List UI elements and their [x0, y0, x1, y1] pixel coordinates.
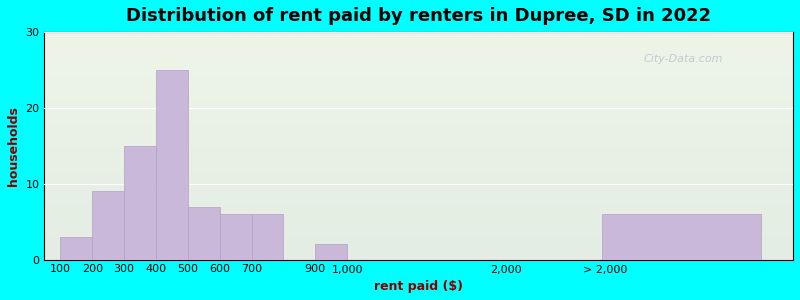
Bar [156, 70, 188, 260]
Bar [220, 214, 251, 260]
Bar [315, 244, 347, 260]
Text: City-Data.com: City-Data.com [643, 54, 723, 64]
Bar [92, 191, 124, 260]
Bar [61, 237, 92, 260]
Y-axis label: households: households [7, 106, 20, 186]
X-axis label: rent paid ($): rent paid ($) [374, 280, 463, 293]
Title: Distribution of rent paid by renters in Dupree, SD in 2022: Distribution of rent paid by renters in … [126, 7, 711, 25]
Bar [188, 206, 220, 260]
Bar [251, 214, 283, 260]
Bar [124, 146, 156, 260]
Bar [602, 214, 762, 260]
